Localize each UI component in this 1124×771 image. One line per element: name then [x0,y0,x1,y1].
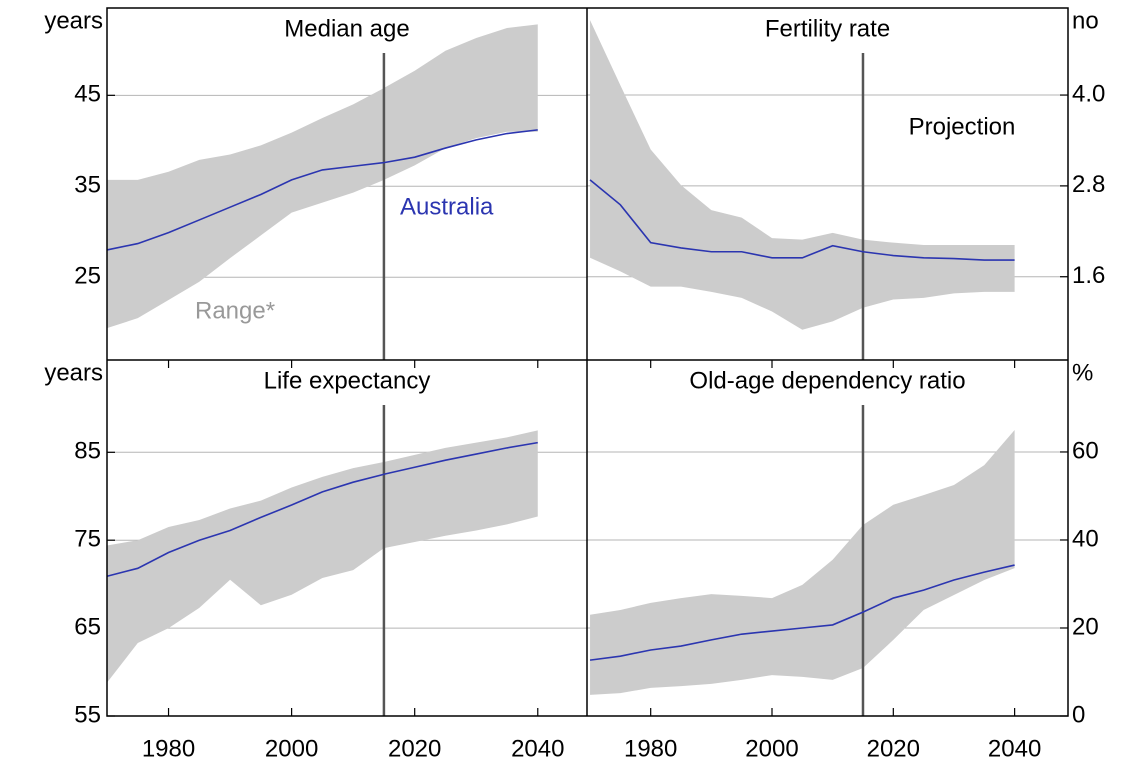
y-tick-label: 20 [1072,613,1099,640]
y-tick-label: 65 [74,613,101,640]
panel-title: Fertility rate [765,15,890,42]
y-tick-label: 1.6 [1072,262,1105,289]
x-tick-label: 2020 [388,735,441,762]
y-tick-label: 75 [74,526,101,553]
australia-line [589,564,1015,661]
y-unit: % [1072,359,1093,386]
panel-title: Life expectancy [264,367,431,394]
y-tick-label: 0 [1072,701,1085,728]
x-tick-label: 2020 [867,735,920,762]
series-label: Australia [400,193,494,220]
panel-title: Old-age dependency ratio [689,367,965,394]
range-band [590,20,1015,330]
range-band [107,430,538,683]
y-tick-label: 40 [1072,525,1099,552]
y-unit: years [44,359,103,386]
range-band [590,429,1015,695]
x-tick-label: 2040 [511,735,564,762]
x-tick-label: 1980 [142,735,195,762]
range-band [107,24,538,329]
x-tick-label: 1980 [624,735,677,762]
australia-line [106,441,538,578]
y-tick-label: 25 [74,263,101,290]
australia-line [106,129,538,251]
annotation: Projection [909,113,1016,140]
y-unit: years [44,7,103,34]
australia-line [589,179,1015,261]
y-tick-label: 35 [74,172,101,199]
y-tick-label: 45 [74,81,101,108]
x-tick-label: 2000 [745,735,798,762]
x-tick-label: 2000 [265,735,318,762]
y-tick-label: 55 [74,701,101,728]
y-tick-label: 4.0 [1072,80,1105,107]
panel-title: Median age [284,15,409,42]
y-tick-label: 85 [74,438,101,465]
series-label: Range* [195,297,275,324]
y-tick-label: 2.8 [1072,171,1105,198]
x-tick-label: 2040 [988,735,1041,762]
y-unit: no [1072,7,1099,34]
y-tick-label: 60 [1072,437,1099,464]
